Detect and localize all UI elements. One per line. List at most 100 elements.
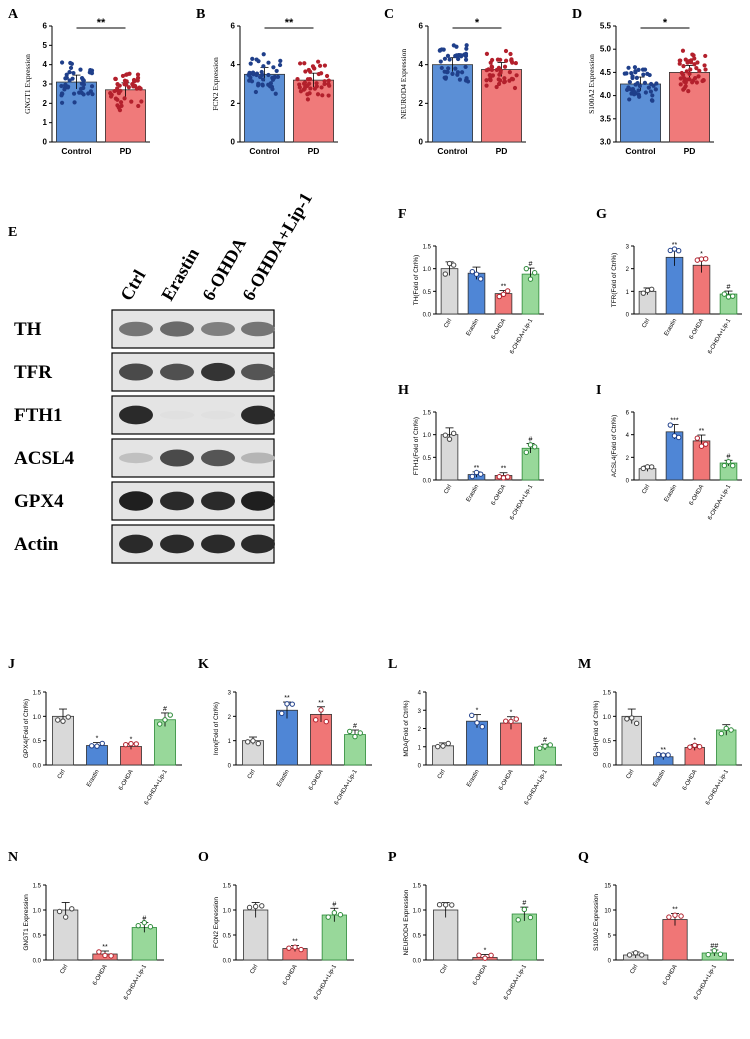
data-point: [683, 84, 688, 89]
y-tick-label: 1.0: [413, 909, 422, 915]
y-tick-label: 0: [418, 764, 422, 770]
blot-band: [201, 534, 235, 554]
panel-letter: E: [8, 225, 17, 240]
x-tick-label: 6-OHDA: [491, 484, 508, 507]
chart-panel-d: D 3.0 3.5 4.0 4.5 5.0 5.5 S100A2 Expression Cont…: [572, 7, 714, 156]
y-tick-label: 0.5: [423, 456, 432, 462]
data-point: [246, 904, 253, 911]
data-point: [446, 66, 451, 71]
y-tick-label: 4: [418, 691, 422, 697]
data-point: [641, 72, 646, 77]
data-point: [469, 712, 475, 719]
data-point: [686, 89, 691, 94]
y-tick-label: 0.5: [33, 739, 42, 745]
data-point: [72, 100, 77, 105]
significance-label: **: [284, 695, 290, 702]
data-point: [259, 903, 265, 909]
data-point: [89, 84, 95, 89]
data-point: [127, 71, 132, 76]
blot-band: [119, 452, 153, 464]
bar: [500, 722, 522, 766]
data-point: [108, 953, 114, 959]
x-tick-label: 6-OHDA+Lip-1: [123, 963, 148, 1001]
data-point: [315, 92, 321, 97]
data-point: [496, 81, 502, 87]
data-point: [728, 727, 734, 733]
y-tick-label: 1.0: [423, 267, 432, 273]
data-point: [59, 100, 65, 105]
data-point: [312, 66, 317, 71]
data-point: [135, 72, 141, 77]
data-point: [96, 949, 102, 955]
data-point: [703, 53, 708, 59]
data-point: [677, 61, 682, 66]
significance-label: *: [700, 251, 703, 258]
data-point: [250, 56, 255, 62]
data-point: [629, 71, 634, 76]
data-point: [484, 51, 490, 56]
data-point: [507, 69, 512, 75]
data-point: [680, 48, 686, 53]
data-point: [703, 67, 708, 72]
significance-label: #: [727, 453, 731, 460]
data-point: [702, 441, 709, 447]
significance-label: **: [102, 944, 108, 951]
x-tick-label: Ctrl: [630, 964, 640, 975]
panel-letter: A: [8, 7, 19, 22]
significance-label: #: [163, 706, 167, 713]
data-point: [442, 271, 449, 277]
significance-label: #: [142, 916, 146, 923]
x-tick-label: Control: [249, 146, 279, 156]
data-point: [687, 71, 692, 77]
data-point: [305, 77, 311, 82]
data-point: [128, 740, 134, 747]
data-point: [502, 76, 507, 81]
data-point: [458, 53, 464, 58]
data-point: [464, 46, 469, 51]
y-tick-label: 1: [418, 745, 422, 751]
significance-label: *: [130, 737, 133, 744]
y-tick-label: 4: [626, 433, 630, 439]
y-tick-label: 2: [43, 99, 48, 108]
data-point: [249, 79, 255, 84]
y-axis-label: GPX4(Fold of Ctrl%): [23, 699, 30, 758]
data-point: [139, 99, 144, 104]
data-point: [692, 56, 697, 61]
blot-band: [119, 321, 153, 337]
data-point: [124, 72, 129, 77]
blot-band: [119, 405, 153, 425]
data-point: [108, 94, 114, 99]
y-tick-label: 4: [231, 60, 236, 69]
data-point: [141, 919, 148, 926]
data-point: [438, 59, 443, 64]
y-tick-label: 1.5: [603, 691, 612, 697]
data-point: [678, 76, 683, 81]
data-point: [636, 88, 641, 93]
data-point: [643, 90, 648, 95]
blot-band: [201, 491, 235, 511]
bar: [662, 919, 688, 961]
significance-label: **: [285, 17, 294, 29]
data-point: [317, 63, 323, 68]
data-point: [62, 87, 67, 92]
y-axis-label: ACSL4(Fold of Ctrl%): [611, 415, 618, 478]
data-point: [637, 83, 642, 89]
blot-band: [241, 405, 275, 425]
data-point: [323, 718, 329, 725]
y-tick-label: 0.0: [223, 959, 232, 965]
significance-label: **: [501, 466, 507, 473]
blot-band: [241, 491, 275, 511]
protein-label: TH: [14, 319, 42, 340]
data-point: [498, 78, 503, 83]
x-tick-label: PD: [684, 146, 696, 156]
data-point: [63, 76, 68, 81]
x-tick-label: 6-OHDA+Lip-1: [503, 963, 528, 1001]
data-point: [65, 714, 71, 720]
data-point: [266, 72, 271, 78]
x-tick-label: Ctrl: [443, 318, 453, 329]
data-point: [63, 82, 68, 87]
data-point: [450, 71, 455, 76]
data-point: [474, 720, 480, 726]
data-point: [131, 84, 136, 89]
